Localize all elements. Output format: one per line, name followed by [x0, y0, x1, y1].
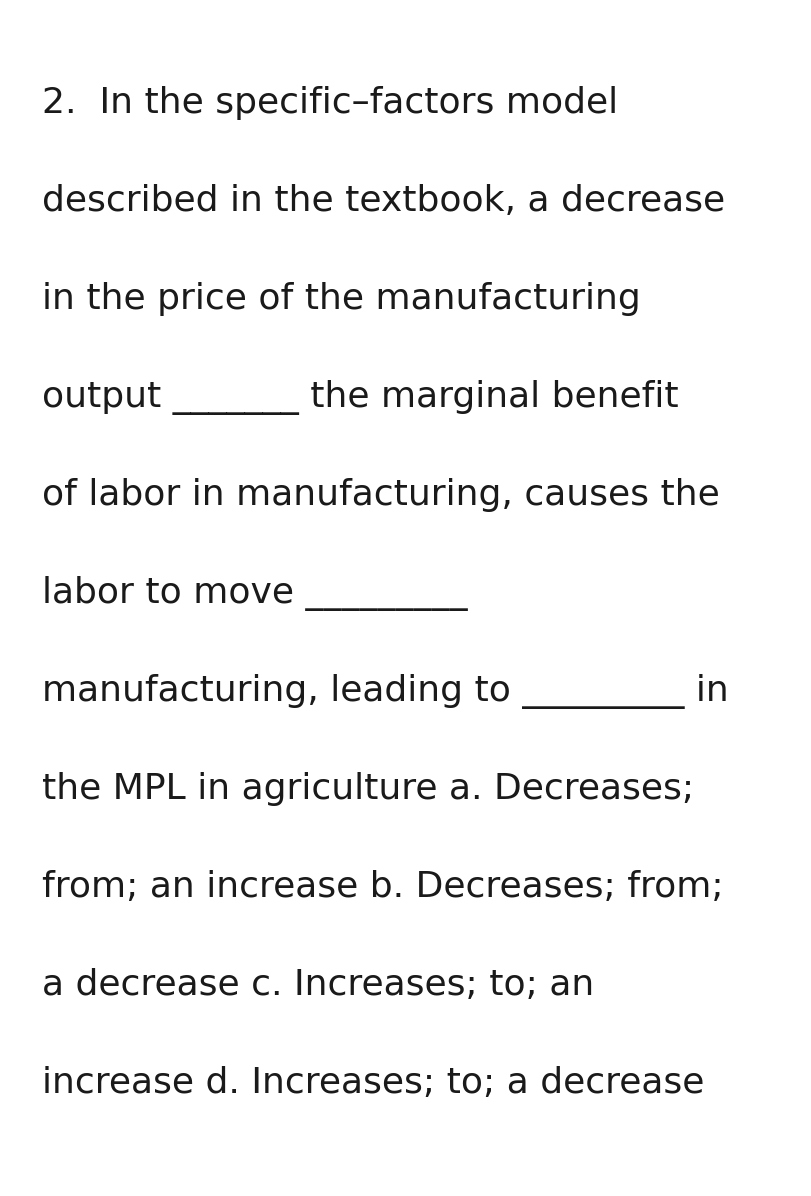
Text: a decrease c. Increases; to; an: a decrease c. Increases; to; an: [42, 968, 594, 1002]
Text: increase d. Increases; to; a decrease: increase d. Increases; to; a decrease: [42, 1066, 703, 1100]
Text: the MPL in agriculture a. Decreases;: the MPL in agriculture a. Decreases;: [42, 771, 693, 806]
Text: output _______ the marginal benefit: output _______ the marginal benefit: [42, 380, 678, 415]
Text: labor to move _________: labor to move _________: [42, 576, 467, 611]
Text: from; an increase b. Decreases; from;: from; an increase b. Decreases; from;: [42, 869, 723, 904]
Text: of labor in manufacturing, causes the: of labor in manufacturing, causes the: [42, 478, 719, 512]
Text: 2.  In the specific–factors model: 2. In the specific–factors model: [42, 86, 617, 120]
Text: manufacturing, leading to _________ in: manufacturing, leading to _________ in: [42, 675, 727, 709]
Text: in the price of the manufacturing: in the price of the manufacturing: [42, 282, 640, 316]
Text: described in the textbook, a decrease: described in the textbook, a decrease: [42, 184, 724, 218]
